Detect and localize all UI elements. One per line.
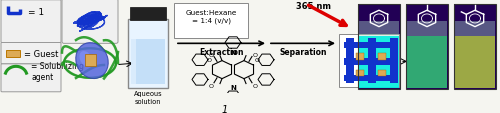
Bar (390, 39, 398, 83)
FancyBboxPatch shape (62, 0, 118, 44)
Text: O: O (208, 52, 214, 57)
Text: N: N (230, 50, 236, 56)
Bar (85, 55, 96, 66)
Bar (344, 75, 394, 81)
FancyBboxPatch shape (1, 43, 61, 64)
FancyBboxPatch shape (1, 1, 61, 43)
Bar (378, 70, 386, 77)
Bar (368, 39, 376, 83)
FancyBboxPatch shape (128, 20, 168, 88)
Text: = Solubilizing
agent: = Solubilizing agent (31, 62, 84, 82)
Text: O: O (254, 58, 260, 63)
FancyBboxPatch shape (339, 35, 399, 87)
Bar (356, 70, 364, 77)
Text: 1: 1 (222, 104, 228, 113)
Bar (344, 59, 394, 65)
Text: Guest:Hexane
= 1:4 (v/v): Guest:Hexane = 1:4 (v/v) (186, 10, 236, 24)
Ellipse shape (76, 43, 108, 79)
Bar (406, 5, 448, 89)
Text: O: O (208, 83, 214, 88)
Text: O: O (206, 58, 212, 63)
Bar (346, 39, 354, 83)
FancyBboxPatch shape (1, 64, 61, 92)
Bar (407, 22, 447, 37)
Text: O: O (252, 83, 258, 88)
Text: 365 nm: 365 nm (296, 2, 331, 11)
Text: Extraction: Extraction (200, 47, 244, 56)
Bar (131, 40, 136, 85)
Text: O: O (252, 52, 258, 57)
Text: = Guest: = Guest (24, 49, 58, 58)
Bar (359, 22, 399, 37)
FancyBboxPatch shape (130, 8, 166, 21)
Text: N: N (230, 84, 236, 90)
FancyBboxPatch shape (174, 4, 248, 38)
Bar (131, 40, 165, 85)
Ellipse shape (80, 52, 92, 67)
Bar (454, 5, 496, 89)
Bar (455, 37, 495, 89)
Bar (359, 37, 399, 89)
Bar (356, 54, 364, 60)
Text: Aqueous
solution: Aqueous solution (134, 90, 162, 104)
Bar (358, 5, 400, 89)
Bar (455, 22, 495, 37)
Text: Separation: Separation (279, 47, 327, 56)
Text: = 1: = 1 (28, 8, 44, 17)
Bar (344, 42, 394, 49)
Bar (378, 54, 386, 60)
Bar (6, 51, 20, 58)
Bar (407, 37, 447, 89)
